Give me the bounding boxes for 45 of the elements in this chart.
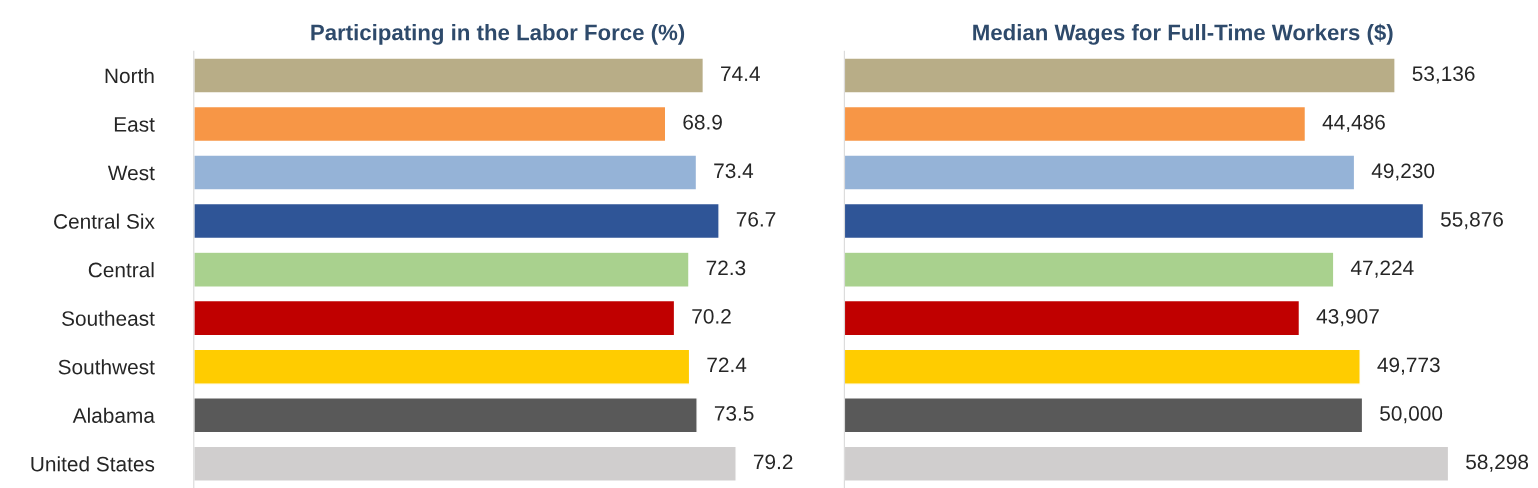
y-tick-label: Central Six — [54, 213, 155, 229]
data-label: 73.5 — [714, 406, 754, 421]
bar — [844, 154, 1356, 191]
data-label: 53,136 — [1412, 66, 1475, 84]
y-tick-label: East — [114, 117, 155, 132]
data-label: 72.4 — [707, 357, 747, 373]
y-tick-label: United States — [31, 456, 155, 472]
data-label: 76.7 — [736, 211, 776, 227]
bar — [193, 202, 720, 240]
bar — [844, 57, 1396, 94]
bar — [193, 397, 698, 434]
data-label: 49,773 — [1377, 357, 1440, 375]
data-label: 43,907 — [1316, 308, 1379, 327]
data-label: 73.4 — [714, 163, 754, 179]
y-tick-label: Central — [88, 262, 154, 278]
y-tick-label: Southwest — [58, 359, 155, 375]
bar — [844, 251, 1335, 288]
bar — [844, 202, 1425, 240]
data-label: 44,486 — [1322, 114, 1385, 133]
data-label: 68.9 — [683, 114, 722, 130]
y-tick-label: North — [105, 67, 154, 84]
y-tick-label: West — [107, 165, 155, 181]
data-label: 50,000 — [1380, 406, 1443, 424]
data-label: 55,876 — [1440, 211, 1503, 230]
chart-title: Participating in the Labor Force (%) — [311, 24, 685, 45]
data-label: 47,224 — [1350, 260, 1414, 278]
bar — [193, 251, 690, 288]
data-label: 70.2 — [692, 308, 731, 324]
chart-title: Median Wages for Full-Time Workers ($) — [973, 23, 1393, 45]
bar — [193, 57, 705, 94]
bar — [844, 299, 1301, 337]
data-label: 49,230 — [1371, 163, 1435, 181]
data-label: 58,298 — [1466, 454, 1529, 472]
data-label: 79.2 — [753, 454, 793, 470]
data-label: 74.4 — [721, 66, 760, 81]
bar — [193, 348, 691, 385]
bar — [844, 348, 1361, 385]
bar — [844, 397, 1364, 434]
bar — [193, 105, 667, 143]
bar — [844, 105, 1307, 143]
y-tick-label: Southeast — [62, 310, 155, 326]
y-tick-label: Alabama — [72, 407, 155, 423]
bar — [193, 154, 698, 191]
bar — [193, 299, 676, 337]
data-label: 72.3 — [706, 260, 746, 276]
